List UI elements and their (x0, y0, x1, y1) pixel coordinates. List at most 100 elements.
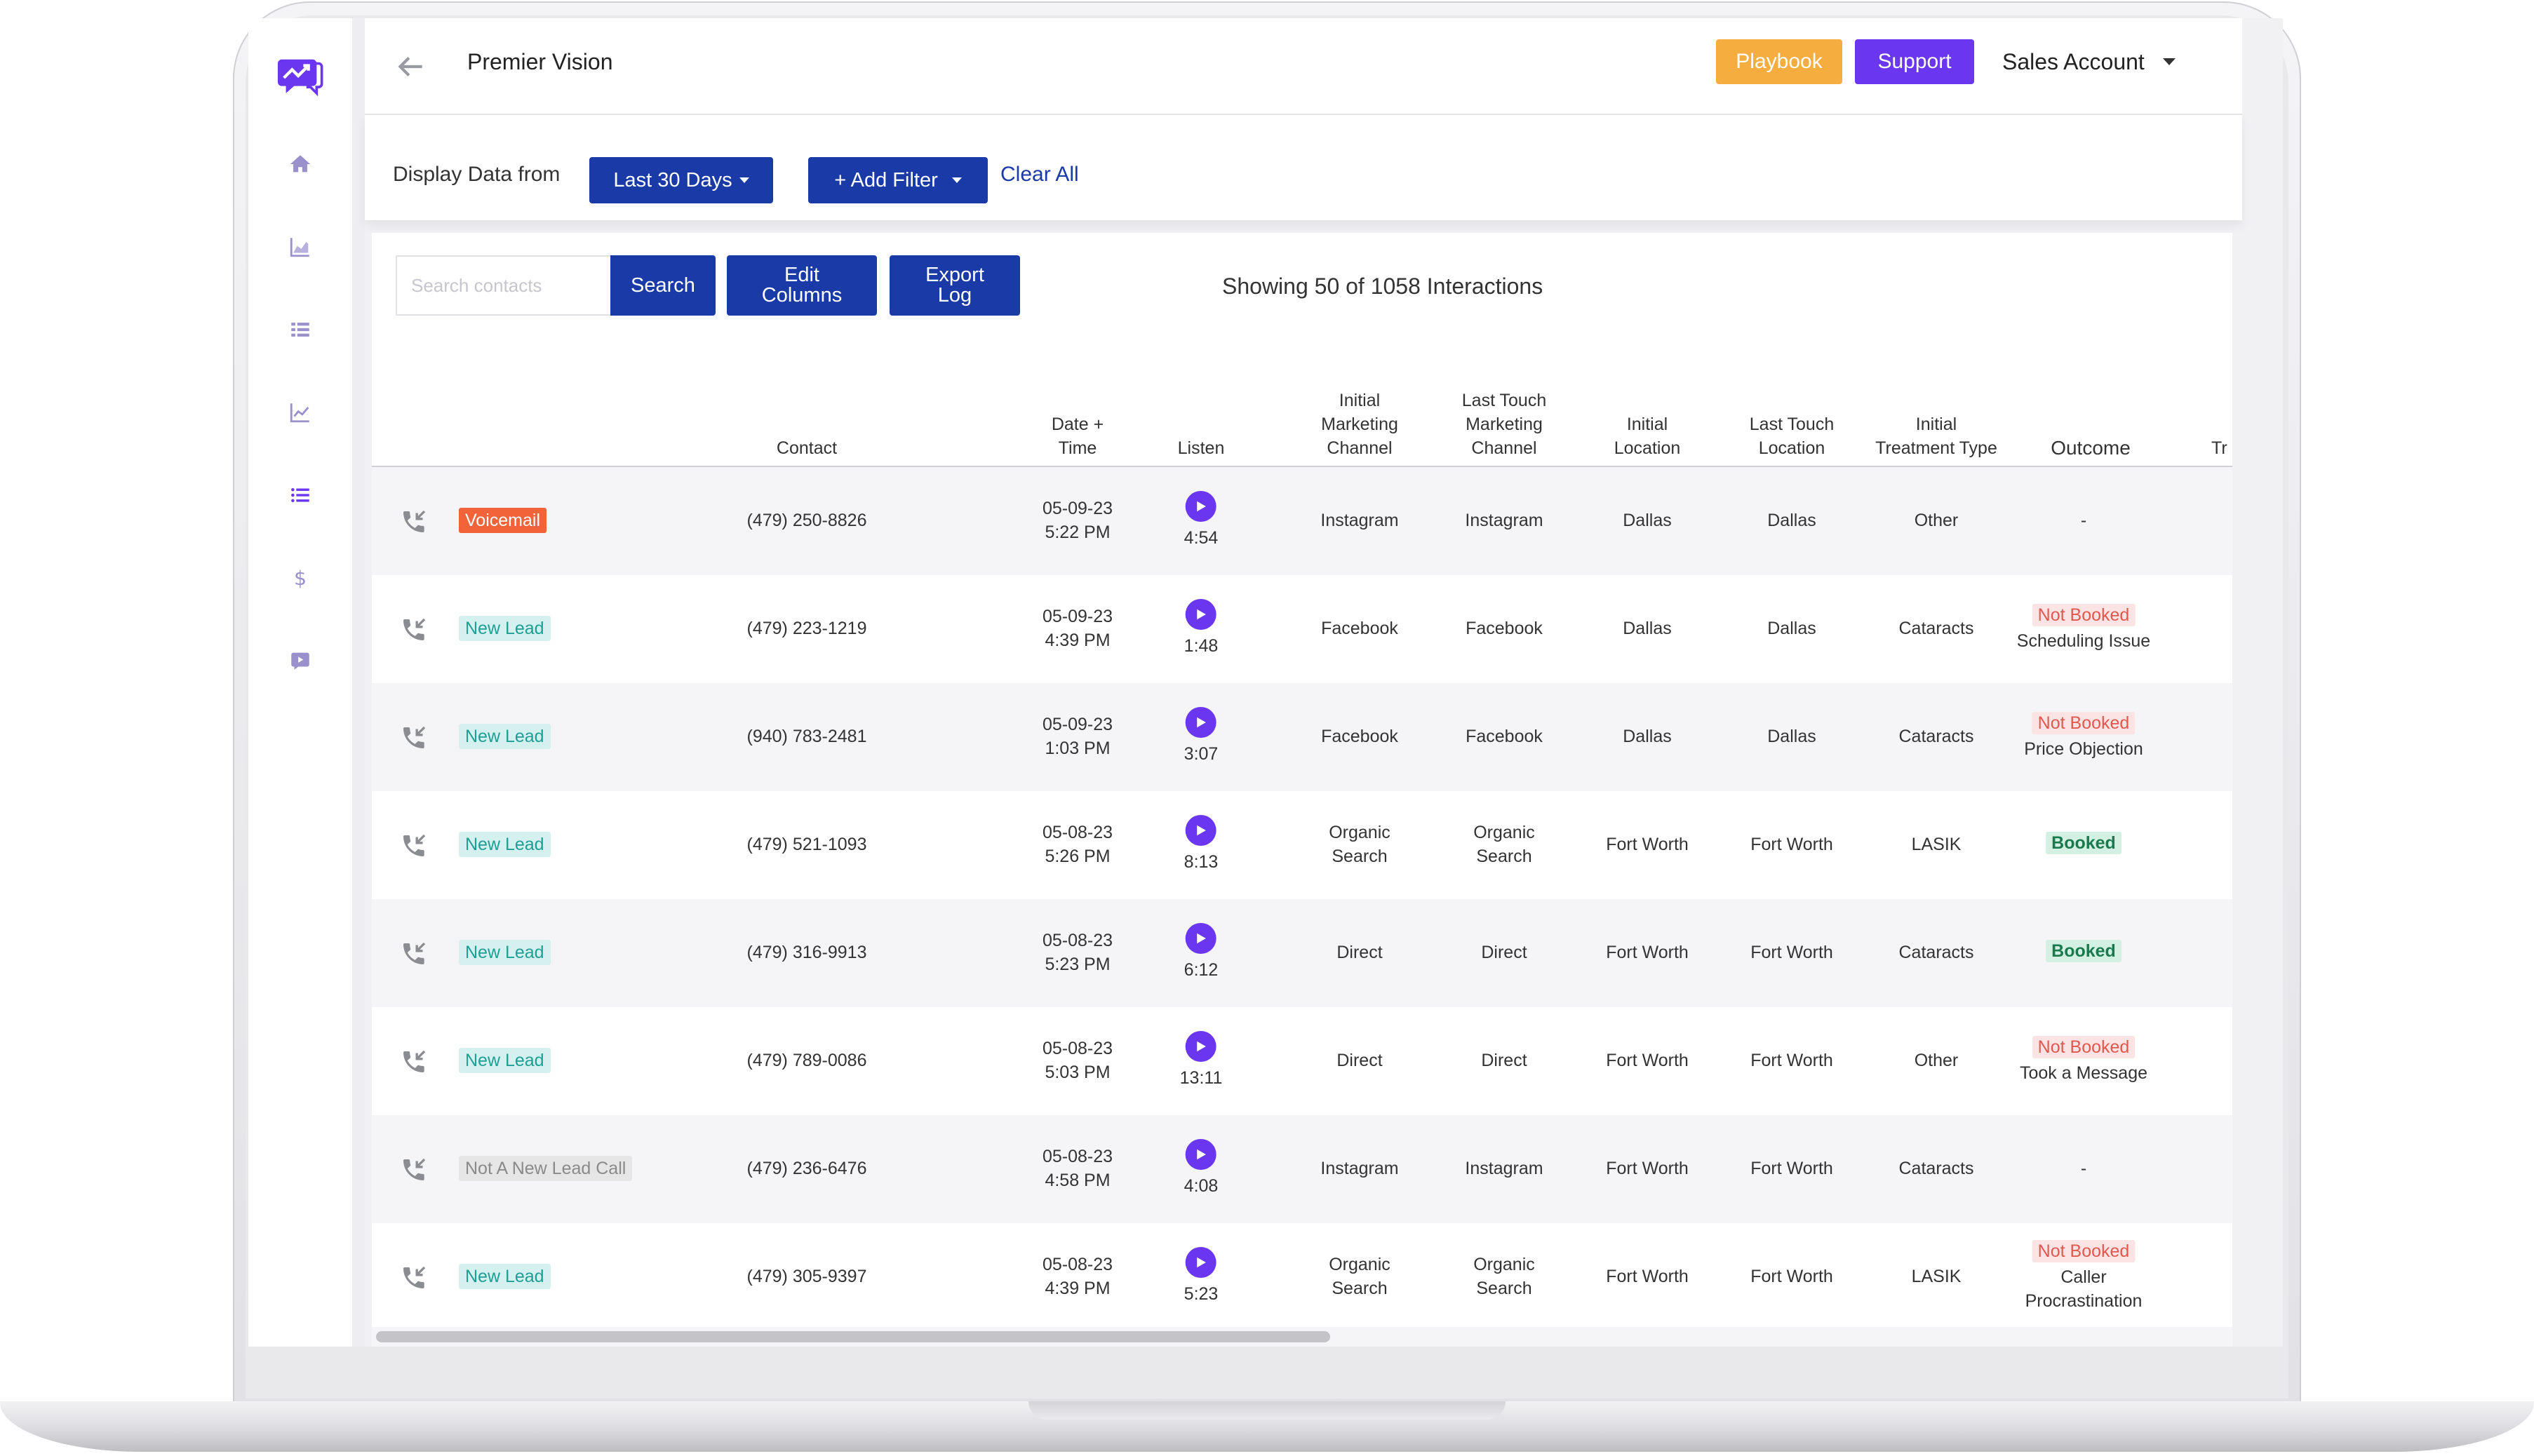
date-range-label: Last 30 Days (613, 168, 732, 191)
interaction-type-badge: New Lead (459, 940, 551, 965)
column-header-listen[interactable]: Listen (1177, 438, 1225, 458)
back-arrow-icon[interactable] (393, 49, 428, 84)
table-row[interactable]: Voicemail (479) 250-8826 05-09-23 5:22 PM 4:… (372, 467, 2232, 577)
last-channel: Direct (1481, 943, 1527, 962)
last-location: Fort Worth (1750, 835, 1833, 854)
add-filter-button[interactable]: + Add Filter (808, 157, 988, 203)
table-row[interactable]: New Lead (479) 305-9397 05-08-23 4:39 PM 5:2… (372, 1223, 2232, 1333)
table-row[interactable]: New Lead (479) 521-1093 05-08-23 5:26 PM 8:1… (372, 791, 2232, 901)
search-button[interactable]: Search (610, 255, 716, 316)
initial-location-cell: Dallas (1623, 467, 1671, 574)
clear-all-link[interactable]: Clear All (1000, 163, 1079, 186)
initial-channel: Direct (1336, 1051, 1383, 1070)
outcome-cell: Not Booked Took a Message (2020, 1007, 2147, 1114)
outcome-cell: Booked (2046, 791, 2121, 898)
initial-channel-cell: Organic Search (1329, 1223, 1390, 1330)
initial-channel-cell: Facebook (1321, 575, 1398, 682)
column-header-contact[interactable]: Contact (776, 438, 838, 458)
last-channel: Organic Search (1473, 823, 1535, 866)
last-location-cell: Fort Worth (1750, 1223, 1833, 1330)
outcome-badge: Booked (2046, 940, 2121, 962)
initial-location-cell: Fort Worth (1606, 899, 1689, 1006)
datetime-cell: 05-08-23 5:26 PM (1043, 791, 1113, 898)
horizontal-scrollbar-thumb[interactable] (376, 1331, 1330, 1342)
last-channel-cell: Organic Search (1473, 791, 1535, 898)
last-channel: Instagram (1465, 511, 1543, 530)
initial-channel: Facebook (1321, 727, 1398, 746)
edit-columns-button[interactable]: Edit Columns (727, 255, 877, 316)
caret-down-icon (951, 177, 962, 183)
search-input[interactable] (396, 255, 610, 316)
column-header-more[interactable]: Tr (2211, 438, 2227, 458)
video-icon (291, 652, 309, 670)
play-recording-button[interactable] (1185, 1139, 1216, 1170)
play-recording-button[interactable] (1185, 923, 1216, 954)
play-recording-button[interactable] (1186, 1031, 1216, 1062)
playbook-button[interactable]: Playbook (1716, 39, 1842, 84)
nav-revenue[interactable]: $ (248, 550, 352, 606)
date-range-dropdown[interactable]: Last 30 Days (589, 157, 773, 203)
laptop-notch (1028, 1401, 1506, 1420)
play-recording-button[interactable] (1185, 1247, 1216, 1278)
nav-analytics[interactable] (248, 219, 352, 275)
outcome-badge: Not Booked (2032, 1036, 2136, 1058)
column-header-treatment[interactable]: Initial Treatment Type (1875, 414, 1997, 458)
column-header-datetime[interactable]: Date + Time (1051, 414, 1104, 458)
treatment-type: Other (1914, 1051, 1959, 1070)
nav-video[interactable] (248, 633, 352, 689)
nav-trends[interactable] (248, 384, 352, 440)
interaction-type-badge: Not A New Lead Call (459, 1156, 633, 1181)
initial-channel: Facebook (1321, 619, 1398, 638)
top-bar: Premier Vision Playbook Support Sales Ac… (365, 18, 2242, 115)
outcome-cell: Not Booked Price Objection (2024, 683, 2143, 790)
column-header-outcome[interactable]: Outcome (2051, 437, 2131, 459)
nav-interactions[interactable] (248, 467, 352, 523)
treatment-type: LASIK (1911, 835, 1962, 854)
nav-reports[interactable] (248, 302, 352, 358)
play-icon (1197, 717, 1207, 728)
interaction-type-badge: New Lead (459, 724, 551, 749)
column-header-initial_location[interactable]: Initial Location (1614, 414, 1681, 458)
initial-location-cell: Fort Worth (1606, 1007, 1689, 1114)
sidebar: $ (248, 18, 354, 1347)
incoming-call-icon (403, 1266, 426, 1288)
contact-cell: (479) 789-0086 (747, 1007, 867, 1114)
table-row[interactable]: New Lead (940) 783-2481 05-09-23 1:03 PM 3:0… (372, 683, 2232, 793)
treatment-type: Cataracts (1898, 943, 1974, 962)
play-recording-button[interactable] (1185, 599, 1216, 630)
play-recording-button[interactable] (1185, 707, 1216, 738)
treatment-type: Cataracts (1898, 727, 1974, 746)
table-row[interactable]: Not A New Lead Call (479) 236-6476 05-08-2… (372, 1115, 2232, 1225)
last-channel: Direct (1481, 1051, 1527, 1070)
play-icon (1197, 825, 1207, 836)
listen-cell: 13:11 (1180, 1007, 1222, 1114)
area-chart-icon (290, 238, 309, 257)
account-label: Sales Account (2002, 48, 2145, 74)
last-channel: Instagram (1465, 1159, 1543, 1178)
table-row[interactable]: New Lead (479) 789-0086 05-08-23 5:03 PM 13:… (372, 1007, 2232, 1117)
table-header: Contact Date + Time Listen Initial Marketin… (372, 366, 2232, 468)
export-log-button[interactable]: Export Log (890, 255, 1020, 316)
date-value: 05-08-23 (1042, 1147, 1113, 1166)
column-header-last_location[interactable]: Last Touch Location (1749, 414, 1835, 458)
initial-location: Fort Worth (1606, 943, 1689, 962)
table-row[interactable]: New Lead (479) 223-1219 05-09-23 4:39 PM 1:4… (372, 575, 2232, 685)
list-icon (291, 323, 309, 337)
play-recording-button[interactable] (1185, 815, 1216, 846)
table-row[interactable]: New Lead (479) 316-9913 05-08-23 5:23 PM 6:1… (372, 899, 2232, 1009)
account-dropdown[interactable]: Sales Account (2002, 46, 2176, 77)
date-value: 05-09-23 (1042, 607, 1113, 626)
call-duration: 3:07 (1184, 744, 1219, 764)
column-header-last_channel[interactable]: Last Touch Marketing Channel (1461, 391, 1547, 458)
app-logo[interactable] (248, 39, 352, 116)
support-button[interactable]: Support (1855, 39, 1974, 84)
nav-home[interactable] (248, 136, 352, 192)
date-value: 05-08-23 (1042, 1039, 1113, 1058)
call-duration: 6:12 (1184, 960, 1219, 980)
contact-cell: (479) 521-1093 (747, 791, 867, 898)
play-recording-button[interactable] (1185, 491, 1216, 522)
column-header-initial_channel[interactable]: Initial Marketing Channel (1321, 391, 1398, 458)
outcome-detail: Took a Message (2019, 1063, 2148, 1083)
initial-channel-cell: Direct (1336, 899, 1382, 1006)
dollar-icon: $ (294, 567, 307, 590)
